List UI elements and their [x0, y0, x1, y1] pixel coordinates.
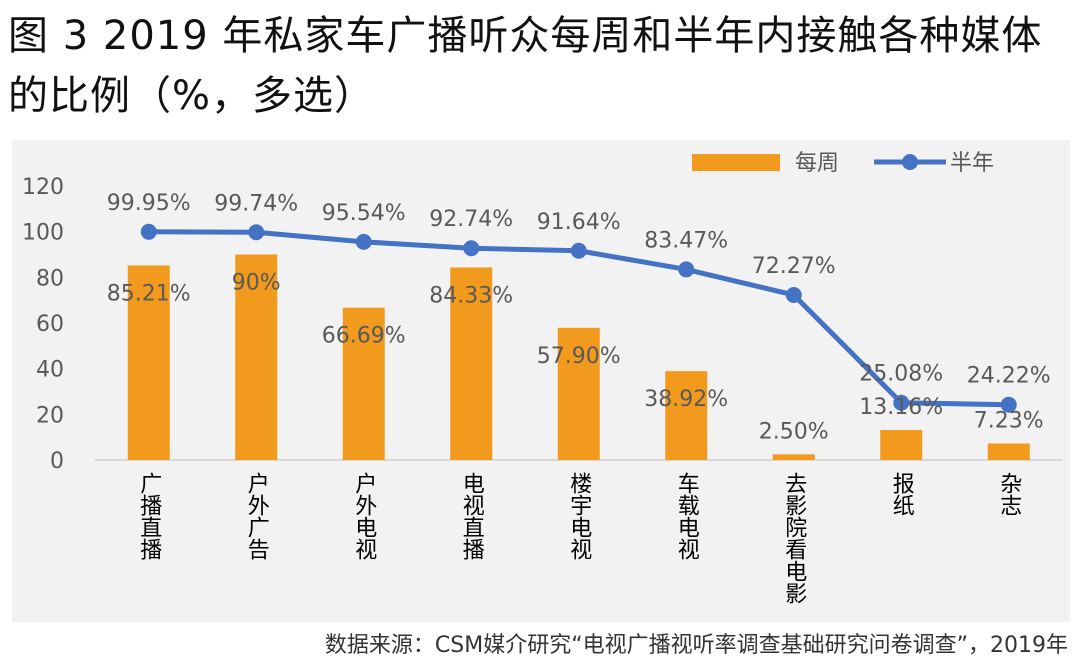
data-label-weekly: 13.16%	[859, 395, 943, 420]
data-label-halfyear: 99.95%	[107, 191, 191, 216]
bar-weekly	[450, 267, 493, 460]
data-label-weekly: 84.33%	[429, 283, 513, 308]
bar-weekly	[987, 443, 1030, 460]
bar-weekly	[127, 265, 170, 460]
source-note: 数据来源：CSM媒介研究“电视广播视听率调查基础研究问卷调查”，2019年	[324, 633, 1068, 658]
x-category-label: 报纸	[889, 472, 915, 516]
data-label-weekly: 66.69%	[322, 324, 406, 349]
data-label-halfyear: 24.22%	[967, 364, 1051, 389]
data-label-weekly: 7.23%	[974, 408, 1044, 433]
legend-swatch-weekly	[692, 154, 780, 171]
marker-halfyear	[140, 223, 157, 240]
x-category-label: 电视直播	[459, 472, 485, 560]
x-category-label: 户外电视	[351, 472, 377, 560]
x-axis-categories: 广播直播 户外广告 户外电视 电视直播 楼宇电视 车载电视 去影院看电影 报纸 杂志	[136, 472, 1021, 604]
marker-halfyear	[570, 242, 587, 259]
x-category-label: 户外广告	[244, 472, 270, 560]
data-label-halfyear: 92.74%	[429, 207, 513, 232]
y-tick-label: 40	[36, 358, 64, 383]
legend-label-weekly: 每周	[795, 151, 839, 176]
y-tick-label: 100	[22, 221, 64, 246]
data-label-halfyear: 25.08%	[859, 362, 943, 387]
y-tick-label: 60	[36, 312, 64, 337]
data-label-weekly: 2.50%	[759, 419, 829, 444]
bar-weekly	[772, 454, 815, 460]
bar-weekly	[880, 429, 923, 460]
data-labels: 99.95% 99.74% 95.54% 92.74% 91.64% 83.47% 72.2…	[107, 191, 1051, 445]
data-label-weekly: 90%	[232, 271, 281, 296]
legend: 每周 半年	[692, 151, 994, 176]
y-tick-label: 120	[22, 175, 64, 200]
marker-halfyear	[463, 240, 480, 257]
marker-halfyear	[355, 233, 372, 250]
line-series-halfyear	[140, 223, 1017, 413]
data-label-halfyear: 83.47%	[644, 228, 728, 253]
x-category-label: 去影院看电影	[781, 472, 807, 604]
marker-halfyear	[678, 261, 695, 278]
data-label-weekly: 38.92%	[644, 387, 728, 412]
marker-halfyear	[1000, 396, 1017, 413]
x-category-label: 车载电视	[674, 472, 700, 560]
y-tick-label: 20	[36, 403, 64, 428]
marker-halfyear	[785, 286, 802, 303]
combo-chart: 0 20 40 60 80 100 120 99.95% 99.74% 95.54% 92.74%…	[22, 151, 1063, 604]
legend-marker-halfyear	[902, 154, 918, 170]
data-label-halfyear: 95.54%	[322, 201, 406, 226]
data-label-halfyear: 72.27%	[752, 254, 836, 279]
data-label-halfyear: 99.74%	[214, 191, 298, 216]
chart-panel: 0 20 40 60 80 100 120 99.95% 99.74% 95.54% 92.74%…	[12, 140, 1070, 622]
marker-halfyear	[893, 394, 910, 411]
bar-series-weekly	[127, 254, 1030, 460]
marker-halfyear	[248, 224, 265, 241]
bar-weekly	[665, 371, 708, 460]
data-label-weekly: 85.21%	[107, 281, 191, 306]
x-category-label: 杂志	[996, 472, 1021, 516]
x-category-label: 楼宇电视	[566, 472, 592, 560]
chart-title: 图 3 2019 年私家车广播听众每周和半年内接触各种媒体的比例（%，多选）	[8, 13, 1043, 119]
bar-weekly	[557, 327, 600, 460]
data-label-halfyear: 91.64%	[537, 210, 621, 235]
x-category-label: 广播直播	[136, 472, 162, 560]
bar-weekly	[342, 307, 385, 460]
bar-weekly	[235, 254, 278, 460]
y-tick-label: 0	[50, 449, 64, 474]
data-label-weekly: 57.90%	[537, 344, 621, 369]
legend-label-halfyear: 半年	[950, 151, 994, 176]
y-tick-label: 80	[36, 266, 64, 291]
